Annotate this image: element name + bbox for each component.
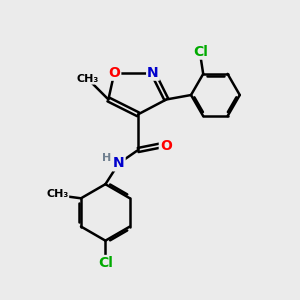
Text: CH₃: CH₃: [46, 189, 68, 199]
Text: N: N: [147, 66, 159, 80]
Text: H: H: [102, 153, 111, 163]
Text: Cl: Cl: [193, 45, 208, 58]
Text: CH₃: CH₃: [76, 74, 99, 84]
Text: O: O: [160, 139, 172, 152]
Text: N: N: [113, 156, 124, 170]
Text: O: O: [108, 66, 120, 80]
Text: Cl: Cl: [98, 256, 113, 270]
